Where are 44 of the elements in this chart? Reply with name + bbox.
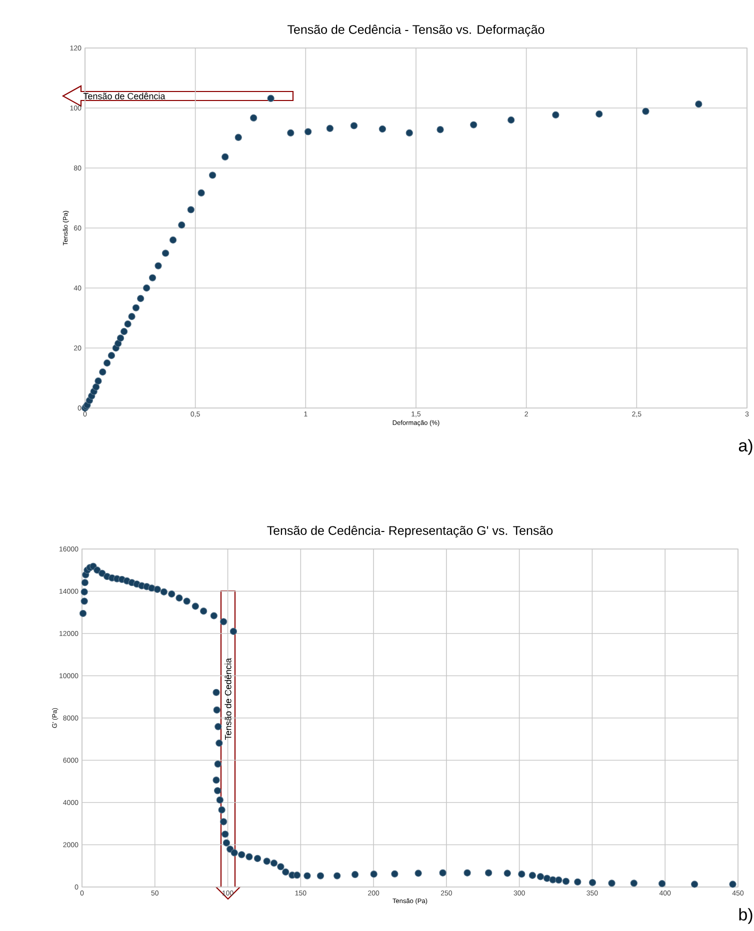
point xyxy=(287,129,294,136)
point xyxy=(187,206,195,214)
point xyxy=(92,383,100,391)
point xyxy=(508,116,515,124)
point xyxy=(99,368,106,376)
point xyxy=(326,124,334,132)
point xyxy=(169,236,177,244)
chart-title: Tensão de Cedência - Tensão vs. Deformação xyxy=(288,24,544,36)
annotation: Tensão de Cedência xyxy=(224,658,232,740)
point xyxy=(695,100,702,108)
point xyxy=(94,377,102,385)
text: b) xyxy=(739,908,752,924)
point xyxy=(198,189,205,196)
point xyxy=(304,128,312,136)
point xyxy=(350,122,358,130)
point xyxy=(596,110,603,118)
point xyxy=(120,328,128,336)
annotation: Tensão de Cedência xyxy=(83,92,166,100)
chart-title: Tensão de Cedência- Representação G' vs. Tensão xyxy=(267,526,553,538)
point xyxy=(132,304,140,312)
text: a) xyxy=(738,439,752,455)
point xyxy=(436,126,444,134)
point xyxy=(222,153,229,160)
point xyxy=(250,114,258,122)
point xyxy=(128,312,136,320)
point xyxy=(162,250,170,257)
point xyxy=(116,334,124,342)
point xyxy=(142,284,150,292)
point xyxy=(178,221,186,229)
point xyxy=(378,125,386,133)
point xyxy=(406,129,413,136)
point xyxy=(154,262,162,270)
point xyxy=(137,294,144,302)
point xyxy=(148,274,156,282)
point xyxy=(208,172,216,179)
point xyxy=(267,94,274,102)
point xyxy=(642,108,650,115)
point xyxy=(470,121,478,128)
point xyxy=(234,134,242,141)
point xyxy=(552,111,560,118)
point xyxy=(114,340,122,348)
point xyxy=(108,352,116,360)
point xyxy=(103,359,111,367)
point xyxy=(124,320,132,328)
